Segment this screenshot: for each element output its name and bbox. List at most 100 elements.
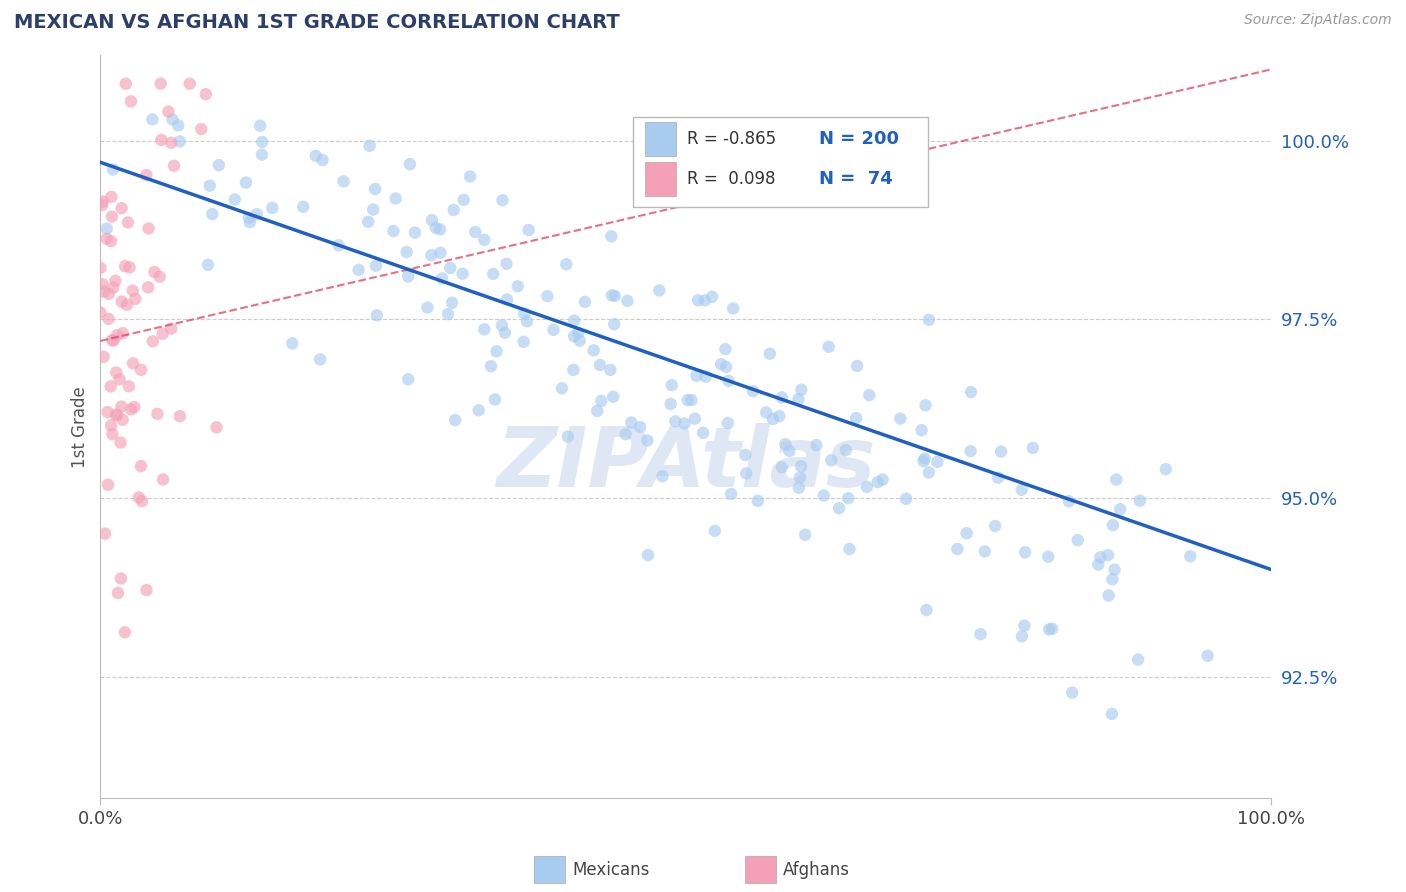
Point	[163, 159, 186, 173]
Point	[770, 391, 793, 405]
Point	[536, 289, 558, 303]
Text: Afghans: Afghans	[783, 861, 851, 879]
Point	[430, 271, 453, 285]
Point	[768, 409, 790, 424]
Point	[364, 182, 387, 196]
Point	[359, 138, 381, 153]
Point	[437, 307, 460, 321]
Point	[1154, 462, 1177, 476]
Point	[912, 454, 935, 468]
Point	[150, 133, 173, 147]
Point	[128, 491, 150, 505]
Point	[494, 326, 516, 340]
Point	[1105, 473, 1128, 487]
Point	[1067, 533, 1090, 548]
Point	[111, 326, 134, 341]
Point	[789, 470, 811, 484]
Point	[790, 459, 813, 474]
Point	[568, 334, 591, 348]
Point	[453, 193, 475, 207]
Point	[105, 366, 128, 380]
Point	[420, 213, 443, 227]
Point	[582, 343, 605, 358]
Point	[710, 357, 733, 371]
Point	[114, 259, 136, 273]
Point	[620, 416, 643, 430]
Point	[484, 392, 506, 407]
Point	[262, 201, 284, 215]
Point	[97, 477, 120, 491]
Point	[97, 311, 120, 326]
Point	[250, 147, 273, 161]
Point	[100, 190, 122, 204]
Point	[628, 420, 651, 434]
Point	[790, 383, 813, 397]
Point	[591, 393, 613, 408]
Point	[491, 318, 513, 333]
Point	[105, 328, 128, 343]
Point	[224, 193, 246, 207]
Point	[444, 413, 467, 427]
Point	[309, 352, 332, 367]
Point	[562, 329, 585, 343]
Point	[89, 260, 111, 275]
Point	[91, 198, 114, 212]
Point	[152, 473, 174, 487]
Point	[169, 135, 191, 149]
Point	[305, 149, 328, 163]
Point	[138, 221, 160, 235]
Point	[600, 288, 623, 302]
Point	[787, 392, 810, 406]
Point	[399, 157, 422, 171]
Point	[557, 429, 579, 443]
Point	[1109, 502, 1132, 516]
Point	[856, 480, 879, 494]
Point	[97, 405, 120, 419]
Point	[513, 306, 536, 320]
Point	[91, 194, 114, 209]
Point	[281, 336, 304, 351]
Point	[491, 193, 513, 207]
Point	[600, 229, 623, 244]
Point	[96, 221, 118, 235]
Point	[472, 233, 495, 247]
Point	[146, 407, 169, 421]
Point	[762, 412, 785, 426]
Point	[110, 400, 132, 414]
Text: Mexicans: Mexicans	[572, 861, 650, 879]
Point	[91, 277, 114, 292]
Point	[918, 466, 941, 480]
Point	[927, 455, 949, 469]
Point	[516, 314, 538, 328]
Point	[347, 262, 370, 277]
Point	[496, 293, 519, 307]
Point	[396, 372, 419, 386]
Point	[648, 284, 671, 298]
Point	[328, 238, 350, 252]
Point	[111, 413, 134, 427]
Point	[1087, 558, 1109, 572]
Point	[141, 112, 163, 127]
Point	[135, 168, 157, 182]
Point	[439, 260, 461, 275]
Point	[97, 286, 120, 301]
Point	[747, 493, 769, 508]
Point	[794, 527, 817, 541]
Point	[101, 210, 124, 224]
Point	[1090, 550, 1112, 565]
Point	[451, 267, 474, 281]
Point	[828, 501, 851, 516]
Point	[101, 162, 124, 177]
Point	[846, 359, 869, 373]
Point	[96, 232, 118, 246]
Text: ZIPAtlas: ZIPAtlas	[496, 424, 876, 504]
Point	[683, 411, 706, 425]
Point	[464, 225, 486, 239]
Point	[104, 274, 127, 288]
Point	[1011, 483, 1033, 497]
Point	[416, 301, 439, 315]
Point	[661, 378, 683, 392]
Point	[775, 437, 797, 451]
Point	[589, 358, 612, 372]
Point	[129, 458, 152, 473]
